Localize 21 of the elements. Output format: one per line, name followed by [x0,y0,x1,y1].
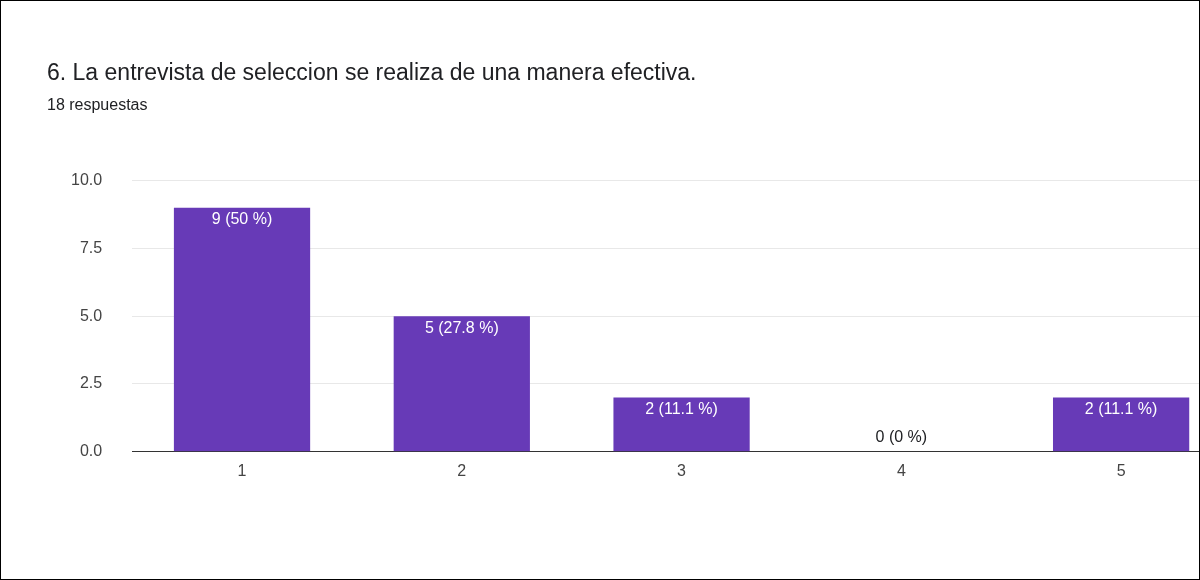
y-tick-label: 0.0 [79,442,103,460]
y-tick-label: 10.0 [71,171,103,189]
x-tick-label: 4 [896,461,906,479]
bar [1052,397,1190,452]
y-tick-label: 7.5 [79,238,103,256]
x-tick-label: 2 [457,461,467,479]
y-tick-label: 2.5 [79,374,103,392]
x-tick-label: 3 [677,461,687,479]
y-tick-label: 5.0 [79,306,103,324]
chart-subtitle: 18 respuestas [47,96,148,114]
x-tick-label: 1 [237,461,247,479]
data-label: 5 (27.8 %) [424,318,499,336]
bar [173,207,311,452]
data-label: 9 (50 %) [211,210,273,228]
bar [393,316,530,452]
chart-title: 6. La entrevista de seleccion se realiza de una manera efectiva. [47,59,697,86]
data-label: 0 (0 %) [875,428,928,446]
data-label: 2 (11.1 %) [1084,399,1158,417]
data-label: 2 (11.1 %) [645,399,718,417]
x-tick-label: 5 [1116,461,1126,479]
bar [613,397,750,452]
